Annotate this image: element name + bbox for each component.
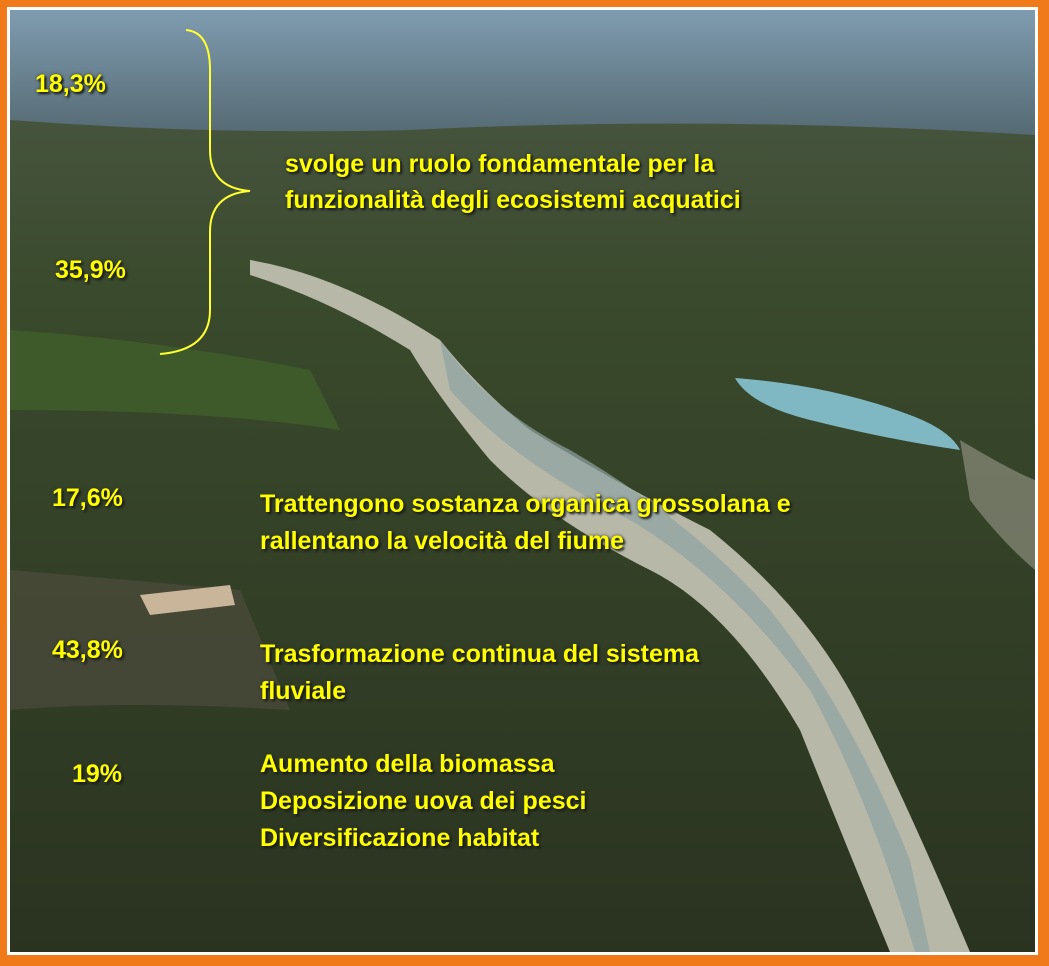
description: funzionalità degli ecosistemi acquatici [285, 188, 741, 213]
percentage: 43,8% [52, 638, 123, 663]
description: Trattengono sostanza organica grossolana… [260, 492, 791, 517]
description: Deposizione uova dei pesci [260, 789, 586, 814]
description: fluviale [260, 679, 346, 704]
description: Diversificazione habitat [260, 826, 539, 851]
slide: 18,3% 35,9% svolge un ruolo fondamentale p… [0, 0, 1049, 966]
description: rallentano la velocità del fiume [260, 529, 624, 554]
description: Trasformazione continua del sistema [260, 642, 699, 667]
description: Aumento della biomassa [260, 752, 555, 777]
percentage: 35,9% [55, 258, 126, 283]
description: svolge un ruolo fondamentale per la [285, 152, 714, 177]
percentage: 19% [72, 762, 122, 787]
percentage: 18,3% [35, 72, 106, 97]
percentage: 17,6% [52, 486, 123, 511]
